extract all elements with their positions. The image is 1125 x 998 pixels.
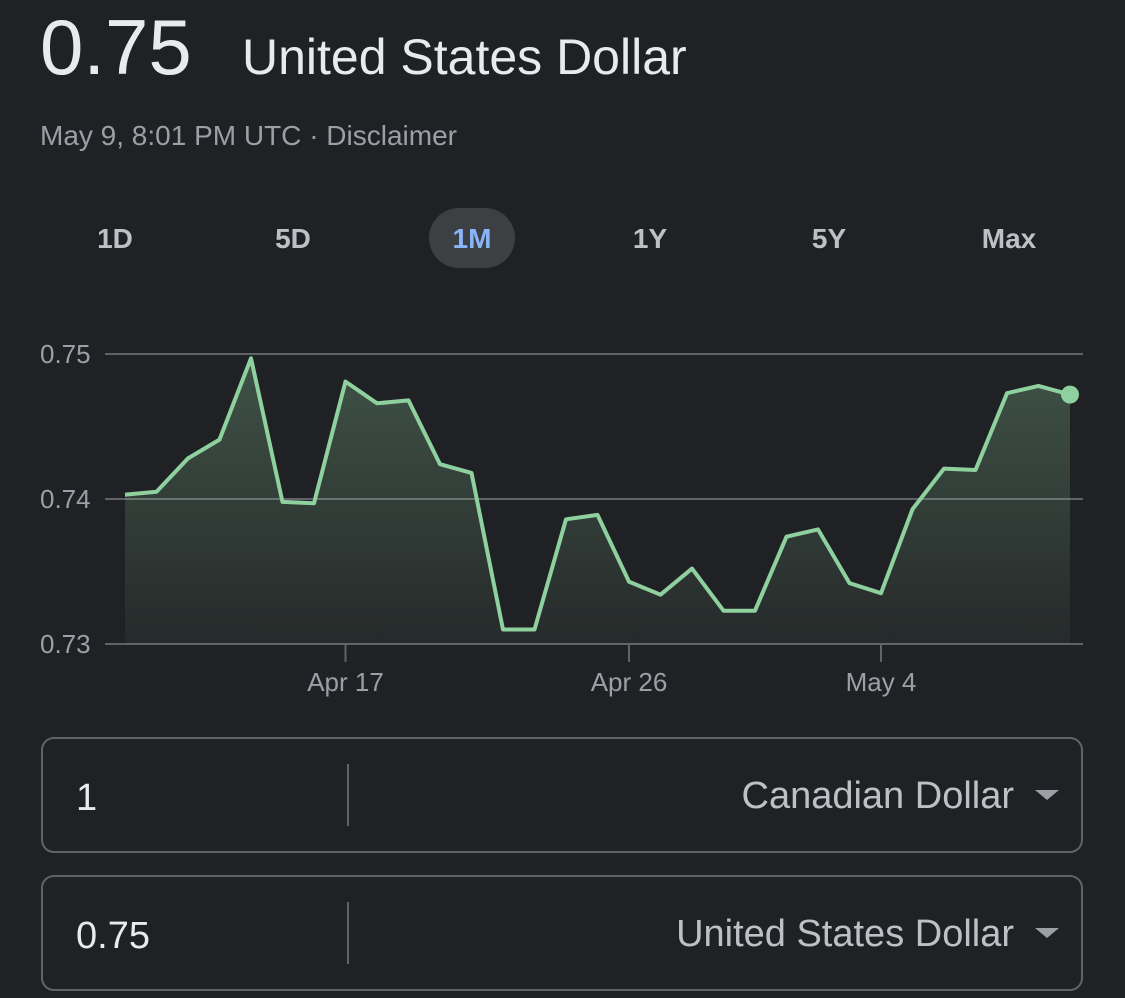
- currency-select[interactable]: United States Dollar: [676, 913, 1014, 955]
- currency-select[interactable]: Canadian Dollar: [742, 775, 1015, 817]
- timestamp: May 9, 8:01 PM UTC · Disclaimer: [40, 120, 457, 151]
- dropdown-arrow[interactable]: [1035, 790, 1059, 800]
- y-tick-label: 0.75: [40, 339, 91, 369]
- tab-highlight: [429, 208, 515, 268]
- range-tab[interactable]: 5D: [275, 223, 311, 254]
- rate-value: 0.75: [40, 3, 192, 91]
- tab-label: Max: [982, 223, 1037, 254]
- converter-box: [41, 875, 1083, 991]
- range-tab[interactable]: Max: [982, 223, 1037, 254]
- range-tab[interactable]: 1Y: [633, 223, 668, 254]
- timestamp-text: May 9, 8:01 PM UTC: [40, 120, 301, 151]
- tab-label: 1M: [453, 223, 492, 254]
- y-tick-label: 0.73: [40, 629, 91, 659]
- tab-label: 1Y: [633, 223, 668, 254]
- tab-label: 5Y: [812, 223, 847, 254]
- tab-label: 5D: [275, 223, 311, 254]
- tab-label: 1D: [97, 223, 133, 254]
- range-tab[interactable]: 5Y: [812, 223, 847, 254]
- range-tab[interactable]: 1M: [429, 208, 515, 268]
- dropdown-arrow[interactable]: [1035, 928, 1059, 938]
- amount-input[interactable]: 1: [76, 777, 97, 819]
- x-tick-label: Apr 26: [591, 667, 668, 697]
- y-tick-label: 0.74: [40, 484, 91, 514]
- converter-row: 0.75 United States Dollar: [41, 875, 1083, 991]
- converter-row: 1 Canadian Dollar: [41, 737, 1083, 853]
- series-line: [124, 356, 1071, 632]
- range-tabs: 1D 5D 1M 1Y 5Y Max: [97, 208, 1037, 268]
- area-fill: [125, 358, 1070, 644]
- current-point: [1061, 385, 1079, 404]
- amount-input[interactable]: 0.75: [76, 915, 150, 957]
- converter: 1 Canadian Dollar 0.75 United States Dollar: [41, 737, 1083, 991]
- converter-box: [41, 737, 1083, 853]
- range-tab[interactable]: 1D: [97, 223, 133, 254]
- x-tick-label: Apr 17: [307, 667, 384, 697]
- separator: ·: [309, 120, 318, 151]
- chart: 0.73 0.74 0.75 Apr 17 Apr 26 May 4: [40, 339, 1083, 697]
- rate-currency: United States Dollar: [242, 29, 687, 85]
- disclaimer-link[interactable]: Disclaimer: [326, 120, 457, 151]
- x-tick-label: May 4: [846, 667, 917, 697]
